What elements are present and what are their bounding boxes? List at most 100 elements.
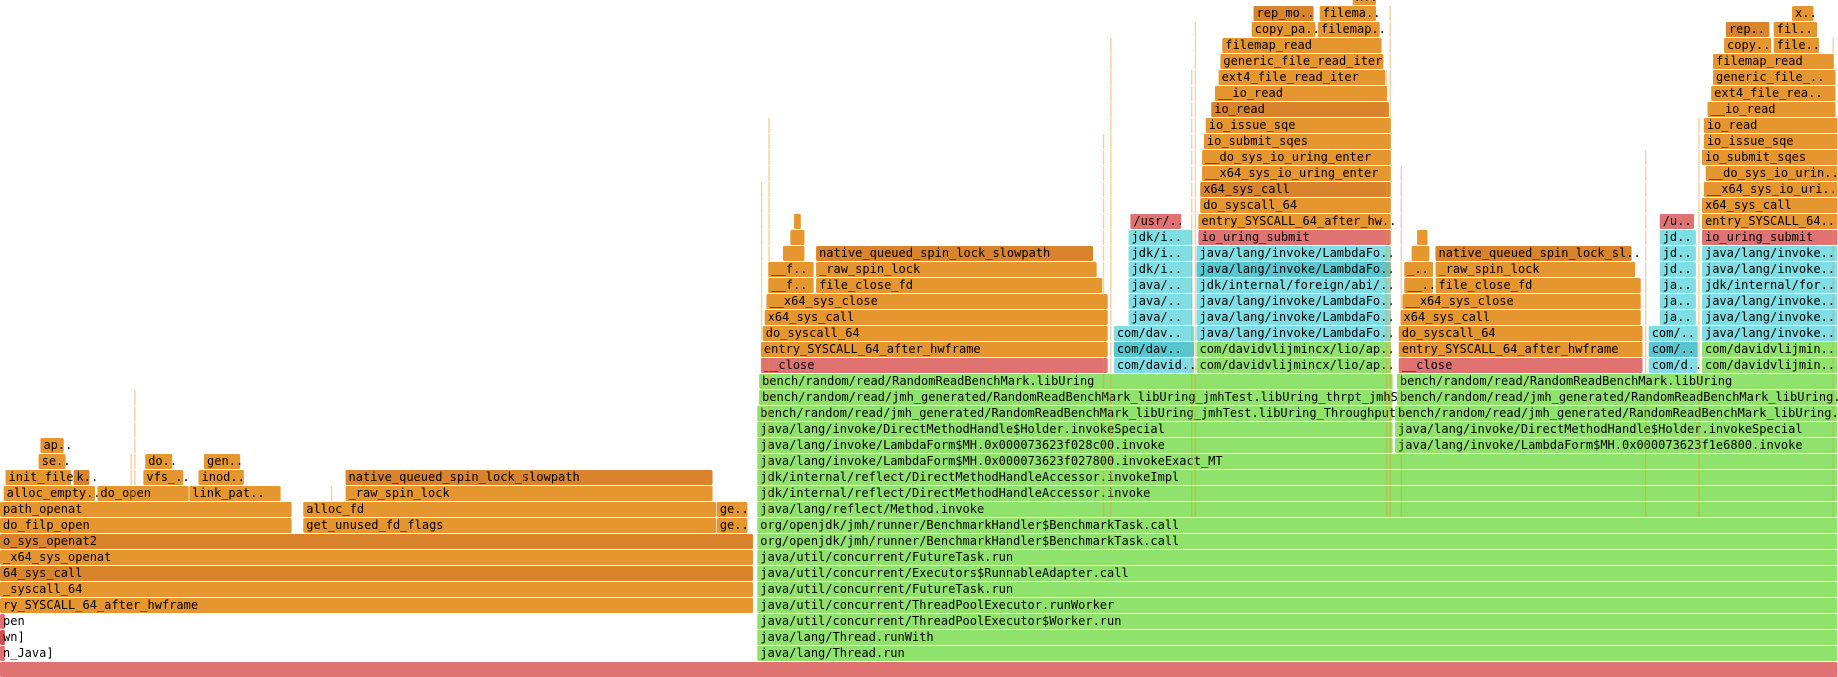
frame-rect[interactable]: java/lang/invoke/LambdaForm xyxy=(1196,262,1391,277)
frame[interactable]: do_open do_open xyxy=(97,486,189,501)
frame-sliver[interactable] xyxy=(1194,374,1197,389)
frame-rect[interactable]: copy_page_to_iter xyxy=(1724,38,1772,53)
frame[interactable]: do_dentry_open do.. xyxy=(145,454,177,469)
frame-sliver[interactable] xyxy=(1645,326,1647,341)
frame[interactable]: java/util/concurrent/ThreadPoolExecutor$… xyxy=(757,614,1838,629)
frame-rect[interactable] xyxy=(1411,246,1430,261)
frame[interactable]: bench/random/read/RandomReadBenchMark.li… xyxy=(1396,374,1838,389)
frame-rect[interactable]: java/lang/invoke xyxy=(1128,294,1193,309)
frame-sliver[interactable] xyxy=(1110,454,1112,469)
frame-sliver[interactable] xyxy=(1194,278,1197,293)
frame-sliver[interactable] xyxy=(1698,134,1700,149)
frame[interactable]: filemap_get_read_batch fil.. xyxy=(1773,22,1818,37)
frame-sliver[interactable] xyxy=(1102,358,1105,373)
frame-rect[interactable]: __io_read xyxy=(1707,102,1836,117)
frame-sliver[interactable] xyxy=(1832,406,1834,421)
frame-rect[interactable]: java/lang/invoke/LambdaForm xyxy=(1196,294,1391,309)
frame-sliver[interactable] xyxy=(1400,342,1402,357)
frame-sliver[interactable] xyxy=(1110,214,1112,229)
frame-sliver[interactable] xyxy=(1102,198,1105,213)
frame-sliver[interactable] xyxy=(768,390,770,405)
frame[interactable]: x64_sys_callx64_sys_call xyxy=(764,310,1108,325)
frame-sliver[interactable] xyxy=(1110,118,1112,133)
frame-sliver[interactable] xyxy=(1645,310,1647,325)
frame-sliver[interactable] xyxy=(1194,182,1197,197)
frame-sliver[interactable] xyxy=(1389,86,1391,101)
frame-sliver[interactable] xyxy=(1110,278,1112,293)
frame-sliver[interactable] xyxy=(1194,454,1197,469)
frame[interactable]: __do_sys_io_uring_enter__do_sys_io_uring… xyxy=(1202,150,1391,165)
frame[interactable]: inode_permission inod.. xyxy=(198,470,245,485)
frame-rect[interactable]: bench/random/read/jmh_generated/RandomRe… xyxy=(759,390,1393,405)
frame-sliver[interactable] xyxy=(134,406,136,421)
frame-sliver[interactable] xyxy=(1191,86,1193,101)
frame-sliver[interactable] xyxy=(1389,294,1391,309)
frame-rect[interactable]: filemap_get_read_batch xyxy=(1773,22,1818,37)
frame-rect[interactable]: /usr/lib xyxy=(1130,214,1182,229)
frame-rect[interactable]: do_sys_openat2 xyxy=(0,534,753,549)
frame-sliver[interactable] xyxy=(1191,342,1193,357)
frame-rect[interactable]: __x64_sys_close xyxy=(1402,294,1641,309)
frame-sliver[interactable] xyxy=(1385,486,1388,501)
frame-rect[interactable]: ext4_file_read_iter xyxy=(1218,70,1386,85)
frame-rect[interactable]: org/openjdk/jmh/runner/BenchmarkHandler$… xyxy=(757,534,1838,549)
frame-sliver[interactable] xyxy=(1194,230,1197,245)
frame-sliver[interactable] xyxy=(1832,374,1834,389)
frame-sliver[interactable] xyxy=(1832,422,1834,437)
frame-sliver[interactable] xyxy=(1191,182,1193,197)
frame-sliver[interactable] xyxy=(1645,294,1647,309)
frame-sliver[interactable] xyxy=(1645,182,1647,197)
frame-sliver[interactable] xyxy=(1389,214,1391,229)
frame-sliver[interactable] xyxy=(1110,374,1112,389)
frame-sliver[interactable] xyxy=(1102,134,1105,149)
frame-sliver[interactable] xyxy=(1698,278,1700,293)
frame[interactable]: apparmor_file_alloc_securityap.. xyxy=(40,438,72,453)
frame[interactable]: com/davidvlijmincx/lio/apicom/davidvlijm… xyxy=(1701,342,1838,357)
frame-sliver[interactable] xyxy=(1698,470,1700,485)
frame-rect[interactable]: jdk/internal xyxy=(1659,230,1696,245)
frame-rect[interactable]: generic_file_read_iter xyxy=(1220,54,1384,69)
frame-sliver[interactable] xyxy=(1191,262,1193,277)
frame[interactable]: java/lang/invoke/LambdaFormjava/lang/inv… xyxy=(1701,262,1838,277)
frame-rect[interactable]: java/lang/invoke/LambdaForm xyxy=(1196,326,1391,341)
frame-sliver[interactable] xyxy=(1110,438,1112,453)
frame[interactable]: link_path_walk link_pat.. xyxy=(189,486,281,501)
frame-sliver[interactable] xyxy=(1194,470,1197,485)
frame[interactable]: get_unused_fd_flagsget_unused_fd_flags xyxy=(303,518,717,533)
frame-rect[interactable]: com/davidvlijmincx/lio/api xyxy=(1648,358,1698,373)
frame-rect[interactable]: filemap_get_pages xyxy=(1773,38,1820,53)
frame-sliver[interactable] xyxy=(768,438,770,453)
frame[interactable]: do_syscall_64do_syscall_64 xyxy=(762,326,1108,341)
frame[interactable]: jdk/internal/reflect/DirectMethodHandleA… xyxy=(757,470,1838,485)
frame[interactable] xyxy=(0,662,1838,677)
frame-rect[interactable]: java/lang/invoke/DirectMethodHandle$Hold… xyxy=(1395,422,1838,437)
frame-rect[interactable]: __do_sys_io_uring_enter xyxy=(1202,150,1391,165)
frame-rect[interactable]: [..n_Java] xyxy=(0,646,5,661)
frame-sliver[interactable] xyxy=(134,502,136,517)
frame-sliver[interactable] xyxy=(1400,166,1402,181)
frame-sliver[interactable] xyxy=(1389,310,1391,325)
frame-rect[interactable]: io_submit_sqes xyxy=(1701,150,1838,165)
frame-rect[interactable]: com/davidvlijmincx/lio/api xyxy=(1113,358,1195,373)
frame-sliver[interactable] xyxy=(1191,246,1193,261)
frame[interactable]: entry_SYSCALL_64_after_hwframery_SYSCALL… xyxy=(0,598,753,613)
frame-sliver[interactable] xyxy=(1400,390,1402,405)
frame-sliver[interactable] xyxy=(130,470,132,485)
frame-sliver[interactable] xyxy=(1832,294,1834,309)
frame[interactable]: java/lang/invoke/DirectMethodHandle$Hold… xyxy=(1395,422,1838,437)
frame-rect[interactable]: java/lang/Thread.runWith xyxy=(757,630,1838,645)
frame-sliver[interactable] xyxy=(1191,294,1193,309)
frame-sliver[interactable] xyxy=(1400,438,1402,453)
frame-sliver[interactable] xyxy=(1102,150,1105,165)
frame-rect[interactable]: jdk/internal/foreign/abi xyxy=(1196,278,1391,293)
frame-rect[interactable]: native_queued_spin_lock_slowpath xyxy=(816,246,1094,261)
frame-sliver[interactable] xyxy=(1110,54,1112,69)
frame-rect[interactable]: com/davidvlijmincx/lio/api xyxy=(1113,326,1195,341)
frame[interactable]: io_readio_read xyxy=(1211,102,1389,117)
frame-sliver[interactable] xyxy=(760,246,763,261)
frame-sliver[interactable] xyxy=(1191,358,1193,373)
frame-sliver[interactable] xyxy=(1191,406,1193,421)
